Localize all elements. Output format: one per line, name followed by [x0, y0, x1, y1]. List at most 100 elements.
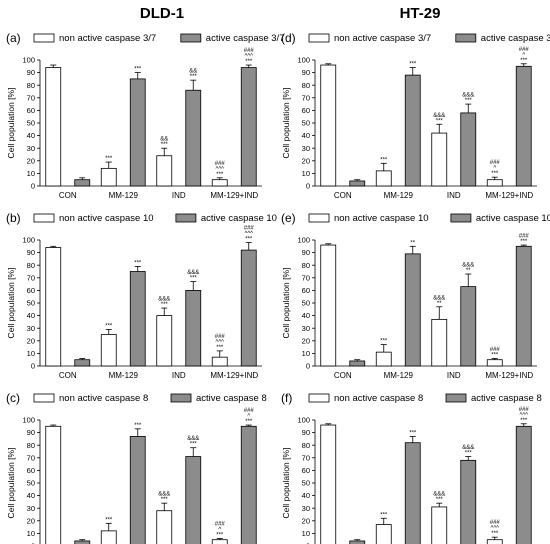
bar-active	[185, 456, 202, 544]
legend-swatch	[308, 393, 330, 403]
y-tick-label: 90	[302, 68, 310, 77]
bar-non-active	[320, 424, 337, 544]
y-tick-label: 40	[27, 491, 35, 500]
legend-label: non active caspase 3/7	[59, 33, 156, 44]
y-tick-label: 30	[27, 144, 35, 153]
significance-marker: ***	[491, 171, 499, 177]
y-tick-label: 80	[27, 81, 35, 90]
legend-swatch	[33, 213, 55, 223]
x-tick-label: MM-129+IND	[210, 191, 258, 200]
y-tick-label: 20	[27, 156, 35, 165]
y-tick-label: 70	[302, 93, 310, 102]
significance-marker: ***	[105, 323, 113, 329]
significance-marker: ***	[409, 62, 417, 68]
y-axis-label: Cell population [%]	[6, 268, 16, 339]
bar-non-active	[156, 155, 173, 187]
y-tick-label: 90	[27, 428, 35, 437]
x-tick-label: IND	[447, 371, 461, 380]
significance-marker: ###	[244, 226, 255, 232]
y-tick-label: 60	[27, 466, 35, 475]
bar-active	[74, 179, 91, 187]
y-tick-label: 100	[297, 56, 310, 65]
chart-panel-c: (c) non active caspase 8 active caspase 8 0…	[6, 391, 267, 544]
significance-marker: &&&	[433, 113, 445, 119]
y-tick-label: 100	[22, 56, 35, 65]
bar-active	[240, 67, 257, 187]
bar-non-active	[320, 244, 337, 367]
bar-active	[349, 360, 366, 367]
y-tick-label: 70	[302, 453, 310, 462]
significance-marker: ^	[493, 166, 496, 172]
y-tick-label: 60	[27, 106, 35, 115]
significance-marker: ***	[134, 260, 142, 266]
y-tick-label: 30	[27, 324, 35, 333]
significance-marker: ***	[134, 423, 142, 429]
significance-marker: ***	[245, 237, 253, 243]
bar-non-active	[45, 425, 62, 544]
significance-marker: &&&	[462, 445, 474, 451]
chart-panel-a: (a) non active caspase 3/7 active caspase …	[6, 31, 284, 200]
y-tick-label: 20	[27, 336, 35, 345]
chart-panel-e: (e) non active caspase 10 active caspase 1…	[281, 211, 550, 380]
y-axis-label: Cell population [%]	[6, 88, 16, 159]
bar-active	[129, 435, 146, 544]
legend-swatch	[33, 393, 55, 403]
y-tick-label: 50	[302, 479, 310, 488]
bar-non-active	[375, 170, 392, 187]
significance-marker: ***	[380, 157, 388, 163]
significance-marker: ***	[491, 352, 499, 358]
y-tick-label: 90	[27, 68, 35, 77]
significance-marker: &&&	[187, 436, 199, 442]
bar-active	[185, 289, 202, 367]
y-axis-label: Cell population [%]	[281, 88, 291, 159]
bar-active	[460, 286, 477, 367]
y-tick-label: 60	[302, 466, 310, 475]
legend-label: active caspase 8	[471, 393, 542, 404]
significance-marker: ###	[215, 161, 226, 167]
y-tick-label: 0	[31, 362, 35, 371]
column-title-ht29: HT-29	[400, 5, 441, 22]
y-tick-label: 60	[27, 286, 35, 295]
legend-swatch	[445, 393, 467, 403]
significance-marker: ***	[190, 276, 198, 282]
y-tick-label: 0	[31, 542, 35, 544]
y-tick-label: 10	[302, 349, 310, 358]
y-tick-label: 30	[302, 504, 310, 513]
bar-non-active	[375, 524, 392, 544]
significance-marker: ***	[380, 339, 388, 345]
significance-marker: ***	[436, 118, 444, 124]
significance-marker: **	[410, 240, 415, 246]
bar-active	[515, 245, 532, 367]
bar-non-active	[431, 132, 448, 187]
significance-marker: ***	[245, 419, 253, 425]
significance-marker: ###	[215, 334, 226, 340]
significance-marker: &&&	[462, 93, 474, 99]
y-tick-label: 100	[22, 416, 35, 425]
significance-marker: &&&	[433, 492, 445, 498]
bar-active	[240, 249, 257, 367]
significance-marker: ^^^	[216, 339, 225, 345]
legend-label: non active caspase 3/7	[334, 33, 431, 44]
y-tick-label: 50	[27, 299, 35, 308]
significance-marker: &&	[160, 137, 168, 143]
significance-marker: ***	[520, 418, 528, 424]
significance-marker: ^	[218, 527, 221, 533]
y-tick-label: 90	[27, 248, 35, 257]
bar-non-active	[431, 506, 448, 544]
panel-label: (f)	[281, 391, 292, 405]
legend-swatch	[180, 33, 202, 43]
y-tick-label: 30	[27, 504, 35, 513]
y-tick-label: 10	[27, 169, 35, 178]
significance-marker: ###	[490, 520, 501, 526]
y-tick-label: 90	[302, 428, 310, 437]
significance-marker: ***	[161, 142, 169, 148]
y-tick-label: 20	[302, 336, 310, 345]
x-tick-label: MM-129+IND	[485, 191, 533, 200]
panel-label: (b)	[6, 211, 21, 225]
significance-marker: ***	[409, 430, 417, 436]
bar-active	[185, 89, 202, 187]
y-tick-label: 20	[302, 516, 310, 525]
y-tick-label: 100	[22, 236, 35, 245]
x-tick-label: IND	[172, 371, 186, 380]
